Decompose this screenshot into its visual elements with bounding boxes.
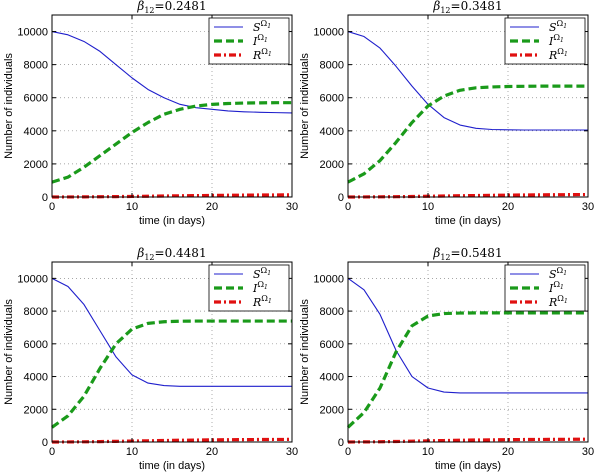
legend-label-r: RΩ1	[252, 47, 272, 62]
y-axis-label: Number of individuals	[299, 53, 311, 159]
x-tick-label: 20	[206, 446, 218, 458]
series-line-s	[51, 277, 292, 387]
x-axis-label: time (in days)	[435, 215, 501, 227]
legend-label-r: RΩ1	[548, 294, 568, 309]
x-tick-label: 30	[582, 446, 594, 458]
series-line-i	[51, 101, 292, 184]
legend-label-i: IΩ1	[252, 280, 268, 295]
y-tick-label: 0	[338, 192, 344, 204]
chart-title: β12=0.5481	[432, 246, 502, 262]
y-tick-label: 4000	[24, 372, 48, 384]
series-line-s	[347, 31, 588, 131]
plot-frame	[51, 14, 293, 198]
y-tick-label: 2000	[24, 159, 48, 171]
series-line-s	[51, 31, 293, 114]
series-line-i	[347, 84, 588, 184]
x-axis-label: time (in days)	[435, 460, 501, 472]
legend-label-r: RΩ1	[252, 294, 272, 309]
legend-label-r: RΩ1	[548, 47, 568, 62]
y-tick-label: 4000	[320, 372, 344, 384]
plot-frame	[51, 261, 293, 443]
chart-panel-3: 0 10 20 30 0 2000 4000 6000 8000 10000 time (in da…	[3, 246, 298, 472]
y-tick-label: 8000	[24, 306, 48, 318]
y-tick-label: 0	[338, 437, 344, 449]
x-tick-label: 0	[49, 201, 55, 213]
legend-label-i: IΩ1	[548, 33, 564, 48]
y-tick-label: 0	[42, 437, 48, 449]
chart-title: β12=0.3481	[432, 0, 502, 15]
series-line-i	[346, 311, 588, 429]
y-tick-label: 0	[42, 192, 48, 204]
y-axis-label: Number of individuals	[299, 299, 311, 405]
y-tick-label: 8000	[320, 306, 344, 318]
x-tick-label: 10	[126, 446, 138, 458]
y-tick-label: 2000	[320, 159, 344, 171]
y-axis-label: Number of individuals	[3, 53, 15, 159]
x-tick-label: 0	[345, 446, 351, 458]
legend-box	[504, 17, 586, 65]
legend-label-s: SΩ1	[253, 19, 271, 34]
x-tick-label: 20	[206, 201, 218, 213]
x-tick-label: 30	[582, 201, 594, 213]
y-tick-label: 2000	[320, 404, 344, 416]
chart-panel-2: 0 10 20 30 0 2000 4000 6000 8000 10000 time (in da…	[299, 0, 594, 227]
chart-title: β12=0.2481	[136, 0, 206, 15]
chart-panel-1: 0 10 20 30 0 2000 4000 6000 8000 10000 time (in da…	[3, 0, 298, 227]
x-axis-label: time (in days)	[139, 215, 205, 227]
x-tick-label: 10	[422, 446, 434, 458]
legend-box	[208, 17, 290, 65]
legend-label-s: SΩ1	[253, 266, 271, 281]
plot-frame	[347, 261, 589, 443]
x-tick-label: 0	[345, 201, 351, 213]
x-tick-label: 30	[286, 201, 298, 213]
y-tick-label: 4000	[24, 126, 48, 138]
x-tick-label: 0	[49, 446, 55, 458]
y-tick-label: 6000	[320, 93, 344, 105]
y-tick-label: 8000	[320, 60, 344, 72]
y-tick-label: 10000	[313, 273, 344, 285]
x-tick-label: 20	[502, 201, 514, 213]
y-tick-label: 2000	[24, 404, 48, 416]
y-tick-label: 6000	[24, 339, 48, 351]
y-tick-label: 4000	[320, 126, 344, 138]
legend-label-i: IΩ1	[548, 280, 564, 295]
legend-label-s: SΩ1	[549, 266, 567, 281]
y-tick-label: 6000	[320, 339, 344, 351]
y-tick-label: 10000	[313, 27, 344, 39]
x-tick-label: 10	[126, 201, 138, 213]
y-axis-label: Number of individuals	[3, 299, 15, 405]
legend-label-i: IΩ1	[252, 33, 268, 48]
legend-box	[208, 264, 290, 312]
series-line-s	[347, 277, 588, 394]
x-tick-label: 20	[502, 446, 514, 458]
series-line-i	[51, 319, 292, 429]
x-axis-label: time (in days)	[139, 460, 205, 472]
y-tick-label: 10000	[17, 273, 48, 285]
chart-panel-4: 0 10 20 30 0 2000 4000 6000 8000 10000 time (in da…	[299, 246, 594, 472]
y-tick-label: 6000	[24, 93, 48, 105]
plot-frame	[347, 14, 589, 198]
chart-title: β12=0.4481	[136, 246, 206, 262]
legend-label-s: SΩ1	[549, 19, 567, 34]
y-tick-label: 8000	[24, 60, 48, 72]
legend-box	[504, 264, 586, 312]
y-tick-label: 10000	[17, 27, 48, 39]
x-tick-label: 30	[286, 446, 298, 458]
x-tick-label: 10	[422, 201, 434, 213]
